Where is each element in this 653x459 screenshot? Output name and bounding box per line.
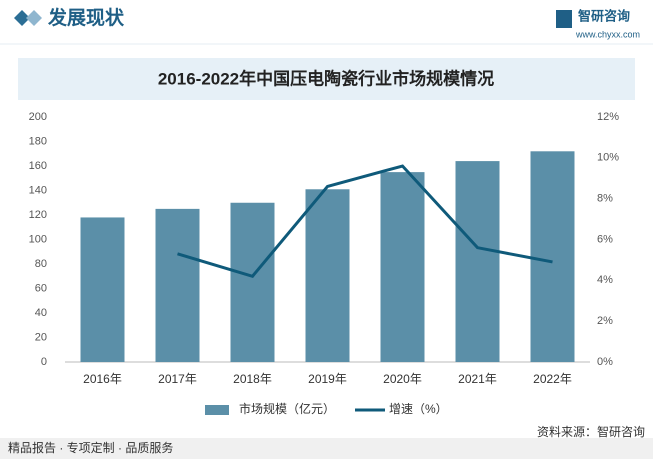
bar: [155, 208, 200, 362]
bar: [455, 161, 500, 362]
footer-band: [0, 438, 653, 459]
y-tick-label: 60: [35, 282, 47, 294]
brand: 智研咨询: [578, 8, 630, 23]
header-icon: [26, 10, 42, 26]
title-box: [18, 58, 635, 100]
source: 资料来源：智研咨询: [537, 424, 645, 439]
legend-label: 市场规模（亿元）: [239, 401, 335, 416]
y2-tick-label: 6%: [597, 233, 613, 245]
bar: [380, 172, 425, 362]
y-tick-label: 200: [29, 111, 47, 123]
y2-tick-label: 0%: [597, 356, 613, 368]
y2-tick-label: 10%: [597, 152, 619, 164]
y-tick-label: 80: [35, 258, 47, 270]
x-tick-label: 2016年: [83, 372, 122, 386]
bar: [530, 151, 575, 362]
y2-tick-label: 4%: [597, 274, 613, 286]
x-tick-label: 2021年: [458, 372, 497, 386]
y2-tick-label: 12%: [597, 111, 619, 123]
y-tick-label: 0: [41, 356, 47, 368]
bar: [230, 202, 275, 362]
header-title: 发展现状: [47, 6, 125, 29]
bar: [305, 189, 350, 362]
logo-mark: [556, 10, 572, 28]
footer-text: 精品报告 · 专项定制 · 品质服务: [8, 440, 173, 455]
x-tick-label: 2022年: [533, 372, 572, 386]
y-tick-label: 180: [29, 135, 47, 147]
legend-label: 增速（%）: [389, 402, 448, 416]
header-icon: [14, 10, 30, 26]
y2-tick-label: 8%: [597, 193, 613, 205]
y2-tick-label: 2%: [597, 315, 613, 327]
line: [177, 164, 553, 278]
y-tick-label: 100: [29, 233, 47, 245]
x-tick-label: 2018年: [233, 372, 272, 386]
x-tick-label: 2017年: [158, 372, 197, 386]
y-tick-label: 120: [29, 209, 47, 221]
url: www.chyxx.com: [575, 29, 640, 39]
y-tick-label: 160: [29, 160, 47, 172]
bar: [80, 217, 125, 362]
y-tick-label: 140: [29, 184, 47, 196]
x-tick-label: 2019年: [308, 372, 347, 386]
y-tick-label: 20: [35, 331, 47, 343]
legend-swatch: [205, 405, 229, 415]
y-tick-label: 40: [35, 307, 47, 319]
chart-title: 2016-2022年中国压电陶瓷行业市场规模情况: [158, 68, 494, 88]
x-tick-label: 2020年: [383, 372, 422, 386]
